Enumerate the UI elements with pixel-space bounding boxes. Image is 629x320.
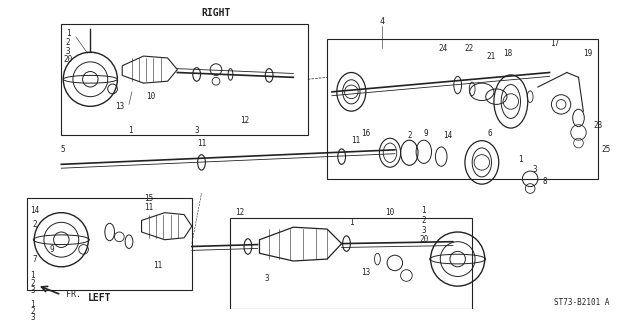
Text: 25: 25 xyxy=(601,145,610,154)
Text: 15: 15 xyxy=(143,194,153,203)
Text: 3: 3 xyxy=(30,313,35,320)
Text: 21: 21 xyxy=(487,52,496,60)
Text: 19: 19 xyxy=(584,49,593,58)
Text: 1: 1 xyxy=(349,218,353,227)
Text: 3: 3 xyxy=(30,286,35,295)
Text: 10: 10 xyxy=(147,92,156,101)
Text: 6: 6 xyxy=(487,129,492,138)
Text: RIGHT: RIGHT xyxy=(201,8,231,18)
Text: 3: 3 xyxy=(194,126,199,135)
Text: 23: 23 xyxy=(593,121,603,130)
Text: 24: 24 xyxy=(438,44,448,53)
Text: 8: 8 xyxy=(542,177,547,186)
Text: 9: 9 xyxy=(49,245,54,254)
Text: 20: 20 xyxy=(64,55,73,64)
Text: 4: 4 xyxy=(380,17,385,26)
Text: 12: 12 xyxy=(240,116,250,125)
Text: 20: 20 xyxy=(419,235,428,244)
Text: ST73-B2101 A: ST73-B2101 A xyxy=(554,298,610,307)
Text: 1: 1 xyxy=(421,206,426,215)
Text: LEFT: LEFT xyxy=(88,293,112,303)
Text: 5: 5 xyxy=(61,145,65,154)
Text: 1: 1 xyxy=(128,126,133,135)
Text: 9: 9 xyxy=(423,129,428,138)
Text: FR.: FR. xyxy=(66,290,81,299)
Text: 10: 10 xyxy=(386,208,394,217)
Text: 14: 14 xyxy=(443,131,453,140)
Text: 14: 14 xyxy=(31,206,40,215)
Text: 3: 3 xyxy=(265,274,270,283)
Text: 3: 3 xyxy=(421,226,426,235)
Text: 2: 2 xyxy=(30,279,35,288)
Text: 12: 12 xyxy=(235,208,245,217)
Text: 11: 11 xyxy=(143,203,153,212)
Text: 13: 13 xyxy=(361,268,370,277)
Text: 22: 22 xyxy=(465,44,474,53)
Text: 7: 7 xyxy=(33,255,38,264)
Text: 2: 2 xyxy=(66,38,70,47)
Text: 2: 2 xyxy=(407,131,411,140)
Text: 1: 1 xyxy=(30,300,35,309)
Text: 13: 13 xyxy=(114,102,124,111)
Text: 3: 3 xyxy=(533,165,537,174)
Text: 11: 11 xyxy=(352,136,361,145)
Text: 17: 17 xyxy=(550,39,559,48)
Text: 18: 18 xyxy=(503,49,513,58)
Text: 11: 11 xyxy=(197,139,206,148)
Text: 1: 1 xyxy=(30,271,35,280)
Text: 2: 2 xyxy=(421,216,426,225)
Text: 2: 2 xyxy=(30,307,35,316)
Text: 1: 1 xyxy=(66,29,70,38)
Text: 3: 3 xyxy=(66,47,70,56)
Text: 11: 11 xyxy=(153,261,163,270)
Text: 2: 2 xyxy=(33,220,38,229)
Text: 16: 16 xyxy=(361,129,370,138)
Text: 1: 1 xyxy=(518,155,523,164)
